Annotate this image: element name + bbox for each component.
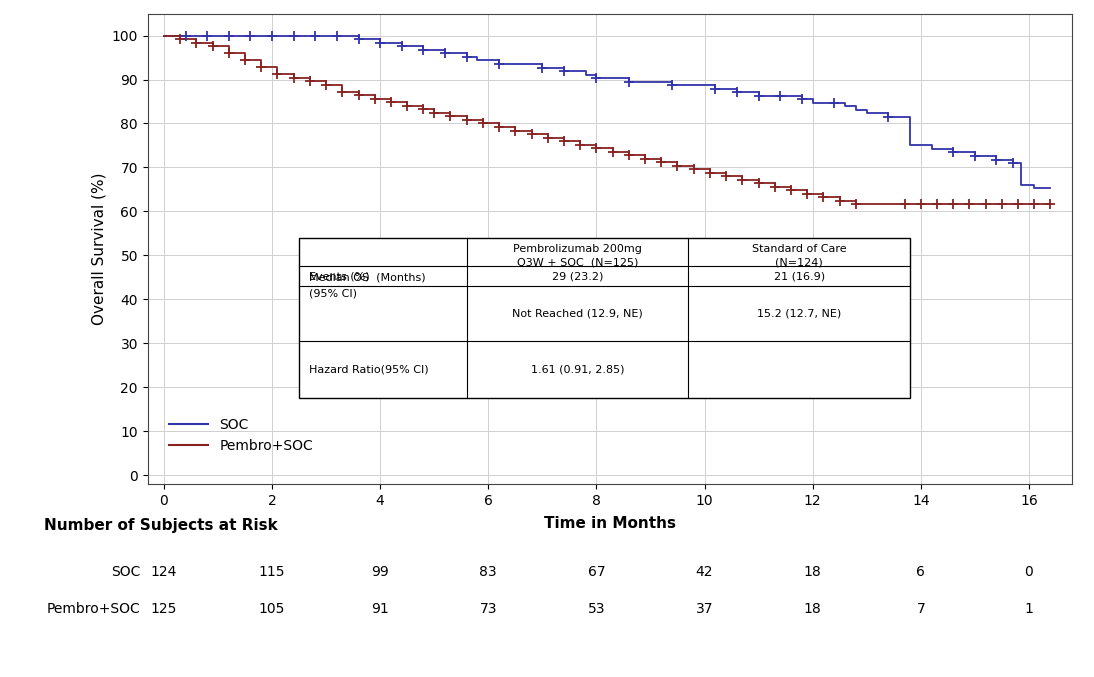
Y-axis label: Overall Survival (%): Overall Survival (%) — [91, 173, 106, 325]
Text: 105: 105 — [259, 603, 286, 616]
Text: 91: 91 — [371, 603, 389, 616]
Text: 6: 6 — [917, 565, 926, 579]
Text: Events (%): Events (%) — [309, 271, 370, 281]
Text: SOC: SOC — [110, 565, 140, 579]
Text: 0: 0 — [1024, 565, 1033, 579]
Text: Not Reached (12.9, NE): Not Reached (12.9, NE) — [512, 309, 643, 319]
Text: 83: 83 — [479, 565, 497, 579]
Text: 125: 125 — [151, 603, 177, 616]
Text: 73: 73 — [479, 603, 497, 616]
Text: 1.61 (0.91, 2.85): 1.61 (0.91, 2.85) — [531, 365, 625, 375]
Text: 115: 115 — [259, 565, 286, 579]
Text: 18: 18 — [804, 603, 822, 616]
Text: Standard of Care: Standard of Care — [752, 244, 847, 255]
Text: Number of Subjects at Risk: Number of Subjects at Risk — [44, 518, 278, 533]
X-axis label: Time in Months: Time in Months — [544, 516, 676, 531]
Text: 15.2 (12.7, NE): 15.2 (12.7, NE) — [757, 309, 841, 319]
Text: 124: 124 — [151, 565, 177, 579]
Text: 67: 67 — [587, 565, 605, 579]
Bar — [299, 238, 910, 398]
Text: Pembro+SOC: Pembro+SOC — [46, 603, 140, 616]
Text: Q3W + SOC  (N=125): Q3W + SOC (N=125) — [516, 257, 638, 267]
Text: (N=124): (N=124) — [776, 257, 823, 267]
Text: Pembrolizumab 200mg: Pembrolizumab 200mg — [513, 244, 642, 255]
Text: 53: 53 — [587, 603, 605, 616]
Text: 99: 99 — [371, 565, 389, 579]
Text: 7: 7 — [917, 603, 926, 616]
Text: 42: 42 — [696, 565, 713, 579]
Text: 1: 1 — [1024, 603, 1034, 616]
Text: Hazard Ratio(95% CI): Hazard Ratio(95% CI) — [309, 365, 429, 375]
Text: 29 (23.2): 29 (23.2) — [551, 271, 603, 281]
Text: 21 (16.9): 21 (16.9) — [773, 271, 825, 281]
Legend: SOC, Pembro+SOC: SOC, Pembro+SOC — [164, 412, 318, 458]
Text: (95% CI): (95% CI) — [309, 288, 357, 299]
Text: Median OS  (Months): Median OS (Months) — [309, 273, 426, 283]
Text: 37: 37 — [696, 603, 713, 616]
Text: 18: 18 — [804, 565, 822, 579]
